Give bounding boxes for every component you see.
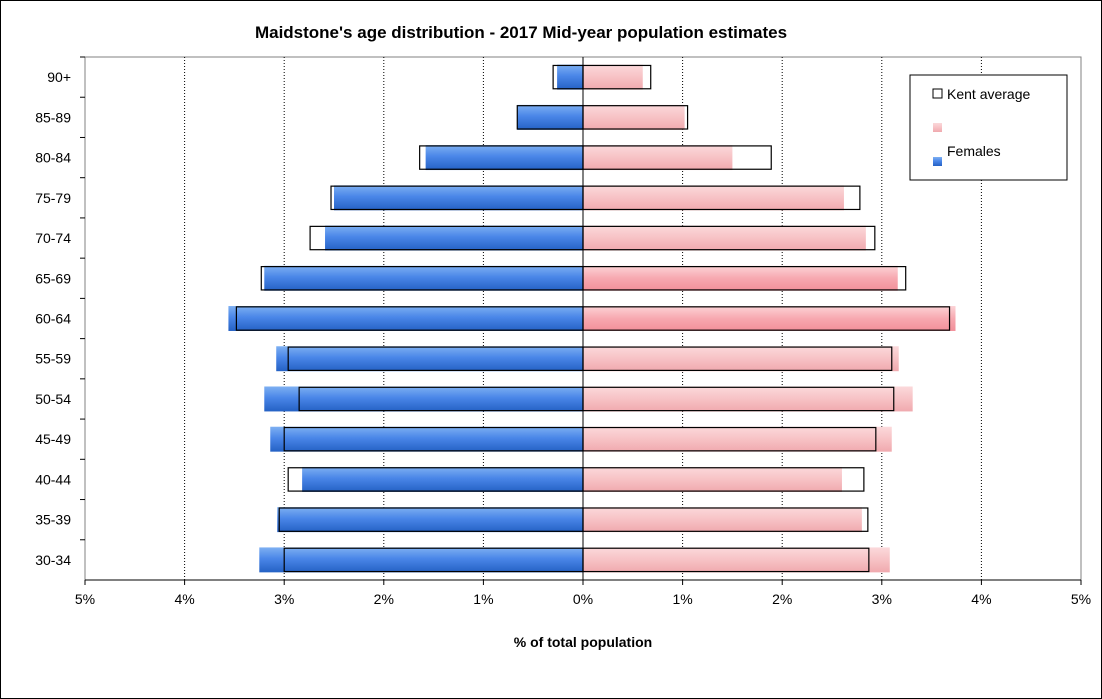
x-tick-label: 4% xyxy=(971,591,991,607)
bar-male xyxy=(583,547,890,573)
bar-male xyxy=(583,426,892,452)
bar-male xyxy=(583,145,733,171)
bar-female xyxy=(517,104,583,130)
y-tick-label: 45-49 xyxy=(35,431,71,447)
bar-male xyxy=(583,507,862,533)
bar-female xyxy=(270,426,583,452)
x-tick-label: 0% xyxy=(573,591,593,607)
bar-female xyxy=(259,547,583,573)
y-tick-label: 40-44 xyxy=(35,471,71,487)
bar-male xyxy=(583,104,685,130)
chart-title: Maidstone's age distribution - 2017 Mid-… xyxy=(254,23,788,42)
y-tick-label: 75-79 xyxy=(35,190,71,206)
bar-male xyxy=(583,346,899,372)
axis-layer: 5% 4% 3% 2% 1% 0% 1% 2% 3% 4% 5% 90+ 85-89 80-84 75-79… xyxy=(35,56,1091,607)
x-tick-label: 4% xyxy=(174,591,194,607)
legend-swatch-females xyxy=(933,157,942,166)
y-tick-label: 85-89 xyxy=(35,109,71,125)
bar-female xyxy=(334,185,583,211)
y-tick-label: 65-69 xyxy=(35,270,71,286)
bar-male xyxy=(583,64,643,90)
bar-female xyxy=(302,466,583,492)
y-tick-label: 35-39 xyxy=(35,512,71,528)
y-tick-label: 70-74 xyxy=(35,230,71,246)
bar-female xyxy=(264,386,583,412)
bar-male xyxy=(583,386,913,412)
legend-swatch-males xyxy=(933,123,942,132)
x-axis-title: % of total population xyxy=(513,634,653,650)
y-tick-label: 55-59 xyxy=(35,351,71,367)
legend-label-females: Females xyxy=(947,143,1001,159)
bar-female xyxy=(277,507,583,533)
bar-female xyxy=(557,64,583,90)
legend-label-kent: Kent average xyxy=(947,86,1030,102)
x-tick-label: 1% xyxy=(473,591,493,607)
bar-male xyxy=(583,466,842,492)
x-tick-label: 2% xyxy=(772,591,792,607)
x-tick-label: 5% xyxy=(1071,591,1091,607)
y-tick-label: 60-64 xyxy=(35,311,71,327)
y-tick-label: 50-54 xyxy=(35,391,71,407)
legend-swatch-kent xyxy=(932,88,943,99)
x-tick-label: 2% xyxy=(374,591,394,607)
y-tick-label: 90+ xyxy=(47,69,71,85)
y-tick-label: 80-84 xyxy=(35,150,71,166)
bar-female xyxy=(264,265,583,291)
bar-female xyxy=(228,306,583,331)
bar-male xyxy=(583,185,844,211)
legend: Kent average Females xyxy=(909,74,1068,181)
bar-female xyxy=(325,225,583,251)
x-tick-label: 3% xyxy=(872,591,892,607)
x-tick-label: 5% xyxy=(75,591,95,607)
x-tick-label: 1% xyxy=(672,591,692,607)
bar-layer xyxy=(228,64,956,573)
x-tick-label: 3% xyxy=(274,591,294,607)
bar-male xyxy=(583,265,898,291)
bar-female xyxy=(425,145,583,171)
bar-male xyxy=(583,225,866,251)
bar-male xyxy=(583,306,956,331)
bar-female xyxy=(276,346,583,372)
y-tick-label: 30-34 xyxy=(35,552,71,568)
